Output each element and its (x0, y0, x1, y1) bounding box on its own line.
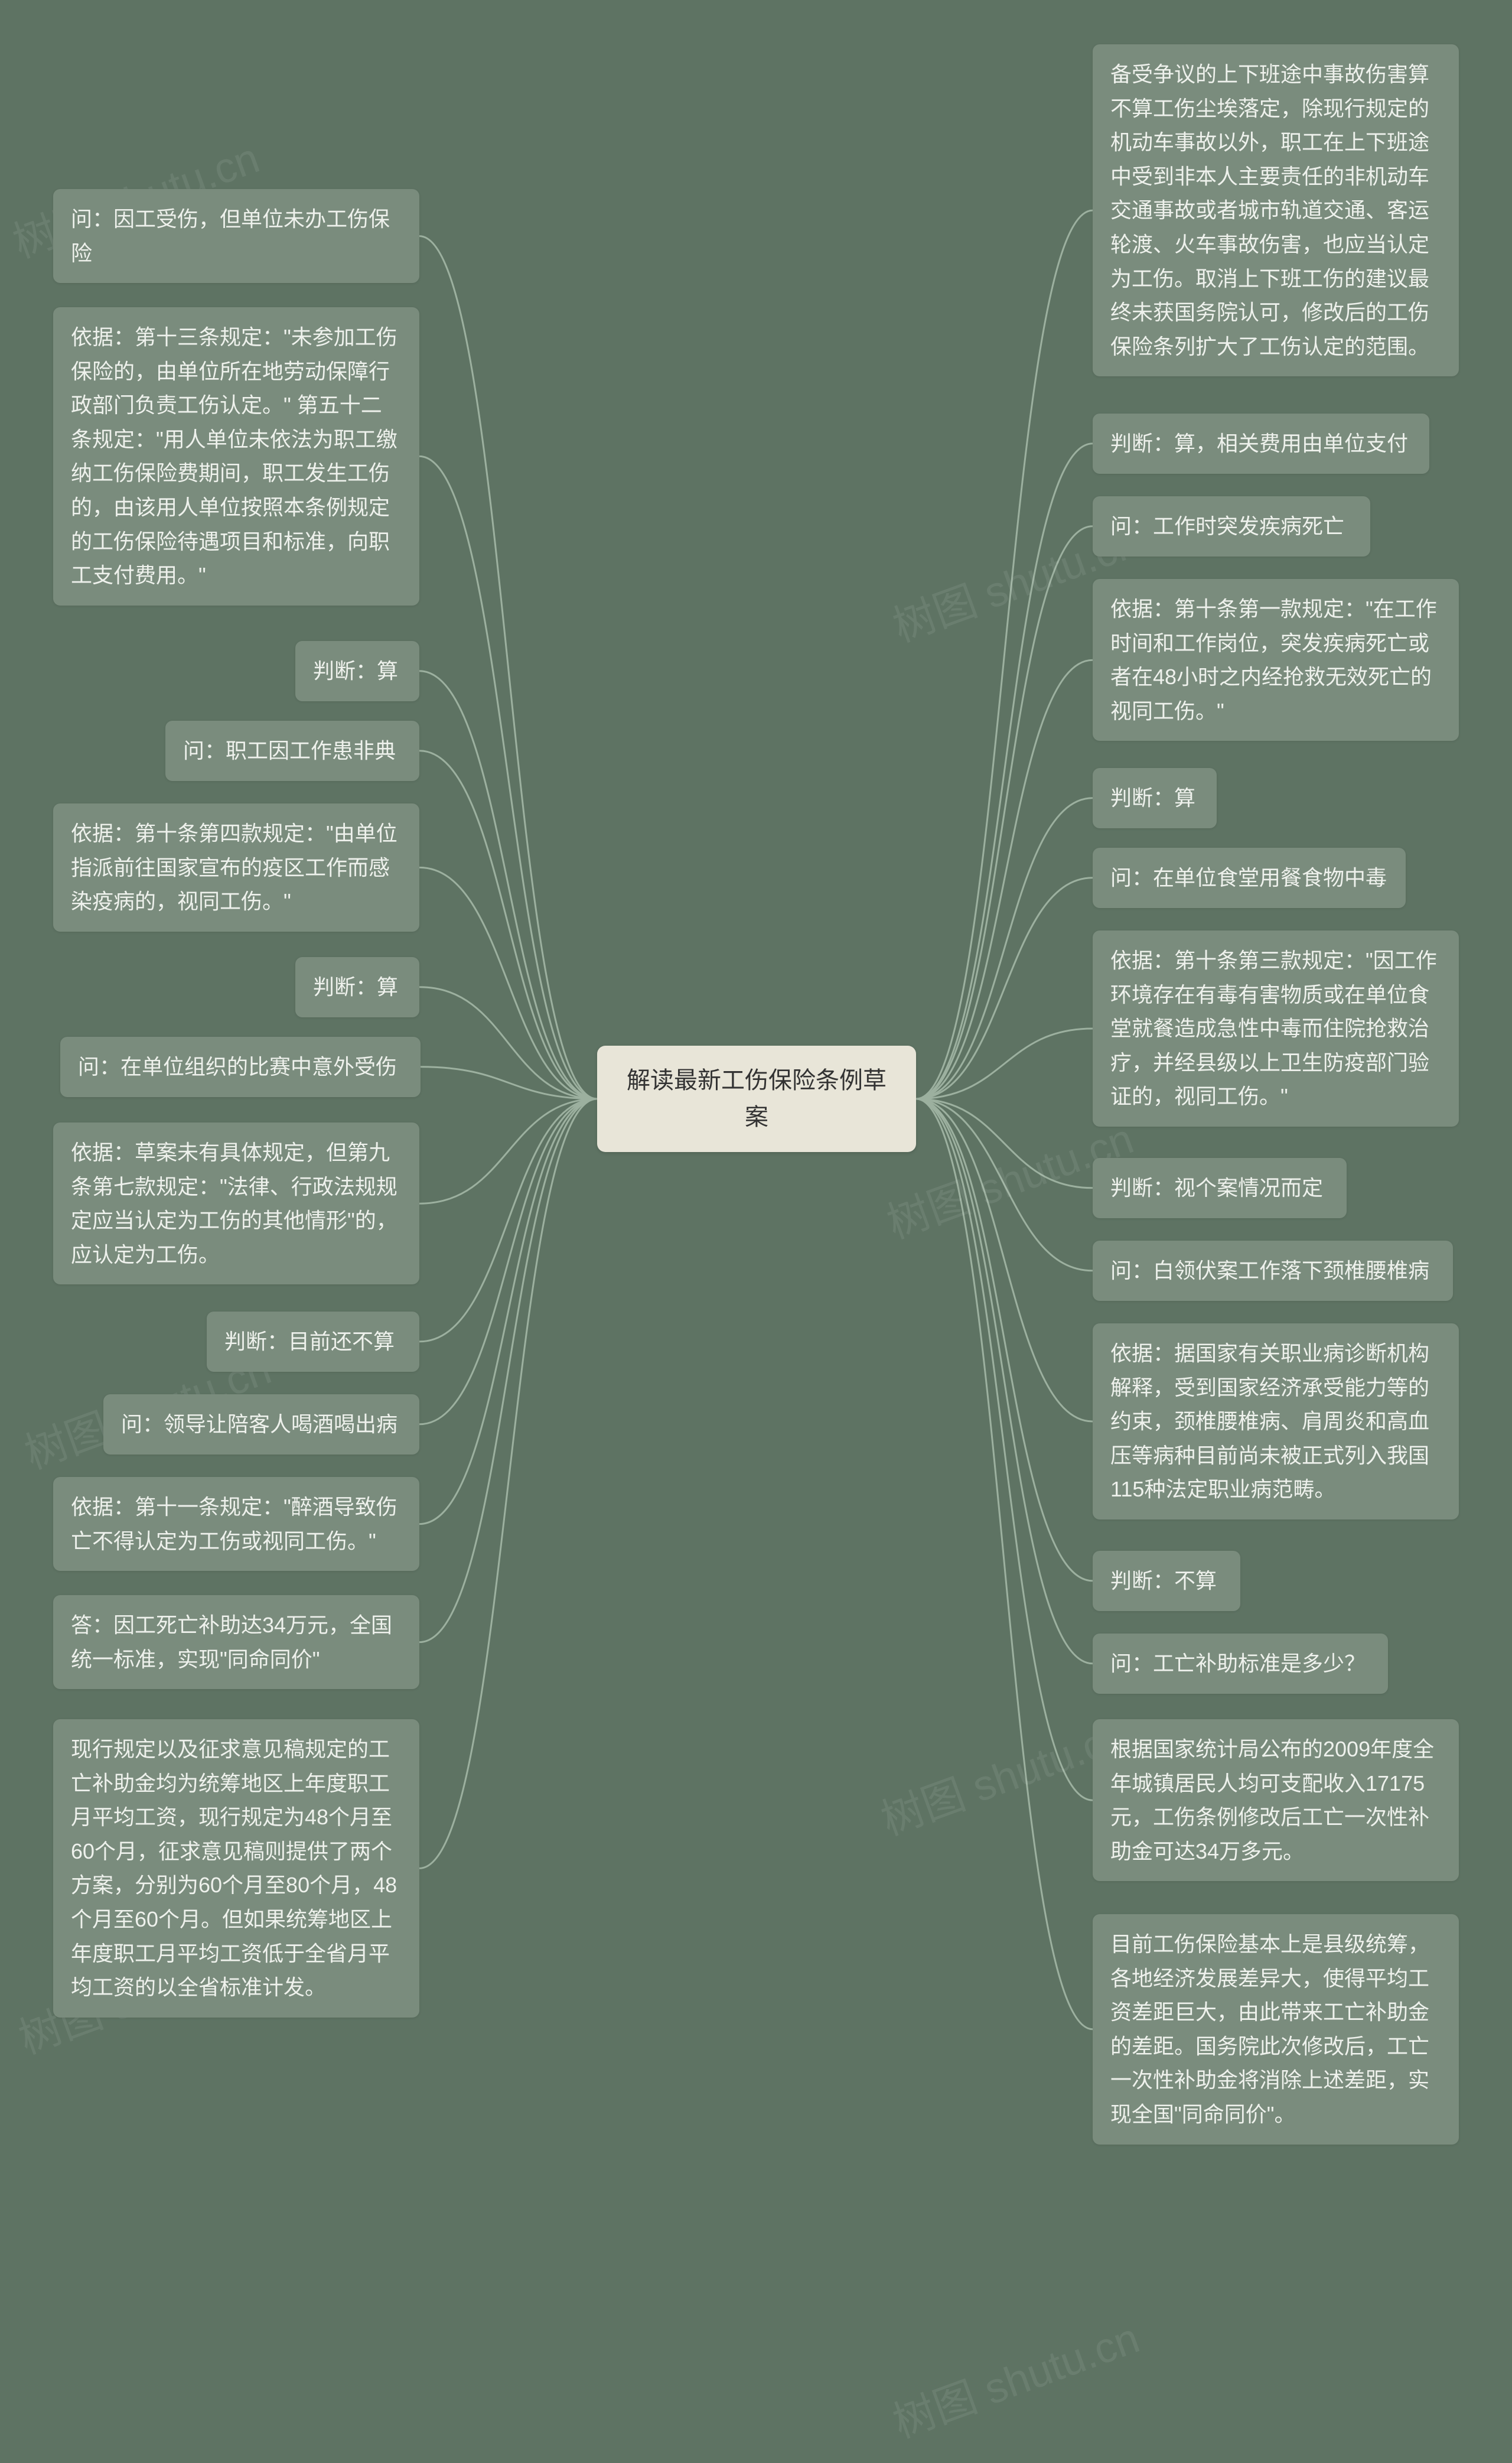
center-node: 解读最新工伤保险条例草案 (597, 1046, 916, 1152)
mindmap-node: 问：工作时突发疾病死亡 (1093, 496, 1370, 557)
mindmap-node-text: 判断：算 (1110, 786, 1195, 810)
mindmap-node: 目前工伤保险基本上是县级统筹，各地经济发展差异大，使得平均工资差距巨大，由此带来… (1093, 1914, 1459, 2145)
mindmap-node-text: 根据国家统计局公布的2009年度全年城镇居民人均可支配收入17175元，工伤条例… (1110, 1737, 1434, 1863)
mindmap-node-text: 现行规定以及征求意见稿规定的工亡补助金均为统筹地区上年度职工月平均工资，现行规定… (71, 1737, 397, 1999)
mindmap-node-text: 依据：草案未有具体规定，但第九条第七款规定："法律、行政法规规定应当认定为工伤的… (71, 1140, 397, 1267)
mindmap-node: 依据：草案未有具体规定，但第九条第七款规定："法律、行政法规规定应当认定为工伤的… (53, 1122, 419, 1284)
mindmap-node: 判断：算 (295, 957, 419, 1017)
mindmap-node: 备受争议的上下班途中事故伤害算不算工伤尘埃落定，除现行规定的机动车事故以外，职工… (1093, 44, 1459, 376)
mindmap-node: 根据国家统计局公布的2009年度全年城镇居民人均可支配收入17175元，工伤条例… (1093, 1719, 1459, 1881)
mindmap-node: 问：工亡补助标准是多少？ (1093, 1634, 1388, 1694)
mindmap-node-text: 目前工伤保险基本上是县级统筹，各地经济发展差异大，使得平均工资差距巨大，由此带来… (1110, 1932, 1429, 2126)
mindmap-node: 判断：视个案情况而定 (1093, 1158, 1347, 1218)
mindmap-node: 判断：算，相关费用由单位支付 (1093, 414, 1429, 474)
mindmap-node-text: 依据：第十条第四款规定："由单位指派前往国家宣布的疫区工作而感染疫病的，视同工伤… (71, 821, 397, 913)
mindmap-node-text: 问：工作时突发疾病死亡 (1110, 514, 1344, 538)
mindmap-node-text: 问：在单位组织的比赛中意外受伤 (78, 1055, 397, 1079)
mindmap-node-text: 依据：第十条第三款规定："因工作环境存在有毒有害物质或在单位食堂就餐造成急性中毒… (1110, 948, 1437, 1108)
mindmap-node-text: 依据：据国家有关职业病诊断机构解释，受到国家经济承受能力等的约束，颈椎腰椎病、肩… (1110, 1341, 1429, 1501)
mindmap-node-text: 判断：算 (313, 659, 398, 683)
mindmap-node-text: 问：领导让陪客人喝酒喝出病 (121, 1412, 397, 1436)
mindmap-node: 依据：第十三条规定："未参加工伤保险的，由单位所在地劳动保障行政部门负责工伤认定… (53, 307, 419, 606)
mindmap-node: 问：领导让陪客人喝酒喝出病 (103, 1394, 419, 1455)
mindmap-node: 依据：据国家有关职业病诊断机构解释，受到国家经济承受能力等的约束，颈椎腰椎病、肩… (1093, 1323, 1459, 1520)
center-node-text: 解读最新工伤保险条例草案 (627, 1068, 887, 1130)
mindmap-node-text: 问：工亡补助标准是多少？ (1110, 1651, 1366, 1675)
mindmap-node-text: 依据：第十三条规定："未参加工伤保险的，由单位所在地劳动保障行政部门负责工伤认定… (71, 325, 397, 587)
mindmap-node: 判断：目前还不算 (207, 1312, 419, 1372)
mindmap-node: 问：因工受伤，但单位未办工伤保险 (53, 189, 419, 283)
mindmap-node: 判断：算 (1093, 768, 1217, 828)
mindmap-node: 问：在单位组织的比赛中意外受伤 (60, 1037, 421, 1097)
mindmap-node-text: 依据：第十条第一款规定："在工作时间和工作岗位，突发疾病死亡或者在48小时之内经… (1110, 597, 1437, 723)
mindmap-node-text: 问：职工因工作患非典 (183, 738, 396, 763)
mindmap-node-text: 判断：不算 (1110, 1569, 1217, 1593)
mindmap-node-text: 备受争议的上下班途中事故伤害算不算工伤尘埃落定，除现行规定的机动车事故以外，职工… (1110, 62, 1429, 359)
mindmap-node-text: 问：因工受伤，但单位未办工伤保险 (71, 207, 390, 265)
mindmap-node: 依据：第十一条规定："醉酒导致伤亡不得认定为工伤或视同工伤。" (53, 1477, 419, 1571)
mindmap-node: 依据：第十条第一款规定："在工作时间和工作岗位，突发疾病死亡或者在48小时之内经… (1093, 579, 1459, 741)
mindmap-node-text: 问：白领伏案工作落下颈椎腰椎病 (1110, 1258, 1429, 1283)
mindmap-node-text: 依据：第十一条规定："醉酒导致伤亡不得认定为工伤或视同工伤。" (71, 1495, 397, 1553)
mindmap-node: 现行规定以及征求意见稿规定的工亡补助金均为统筹地区上年度职工月平均工资，现行规定… (53, 1719, 419, 2018)
mindmap-node: 问：白领伏案工作落下颈椎腰椎病 (1093, 1241, 1453, 1301)
watermark: 树图 shutu.cn (883, 2303, 1146, 2450)
mindmap-node: 问：在单位食堂用餐食物中毒 (1093, 848, 1406, 908)
mindmap-node-text: 判断：视个案情况而定 (1110, 1176, 1323, 1200)
mindmap-node: 问：职工因工作患非典 (165, 721, 419, 781)
mindmap-node: 依据：第十条第三款规定："因工作环境存在有毒有害物质或在单位食堂就餐造成急性中毒… (1093, 930, 1459, 1127)
mindmap-node-text: 问：在单位食堂用餐食物中毒 (1110, 866, 1387, 890)
mindmap-node-text: 答：因工死亡补助达34万元，全国统一标准，实现"同命同价" (71, 1613, 392, 1671)
mindmap-node-text: 判断：算，相关费用由单位支付 (1110, 431, 1408, 455)
mindmap-node: 依据：第十条第四款规定："由单位指派前往国家宣布的疫区工作而感染疫病的，视同工伤… (53, 803, 419, 932)
mindmap-node-text: 判断：目前还不算 (224, 1329, 395, 1353)
mindmap-node: 判断：不算 (1093, 1551, 1240, 1611)
mindmap-node: 判断：算 (295, 641, 419, 701)
mindmap-node: 答：因工死亡补助达34万元，全国统一标准，实现"同命同价" (53, 1595, 419, 1689)
mindmap-node-text: 判断：算 (313, 975, 398, 999)
